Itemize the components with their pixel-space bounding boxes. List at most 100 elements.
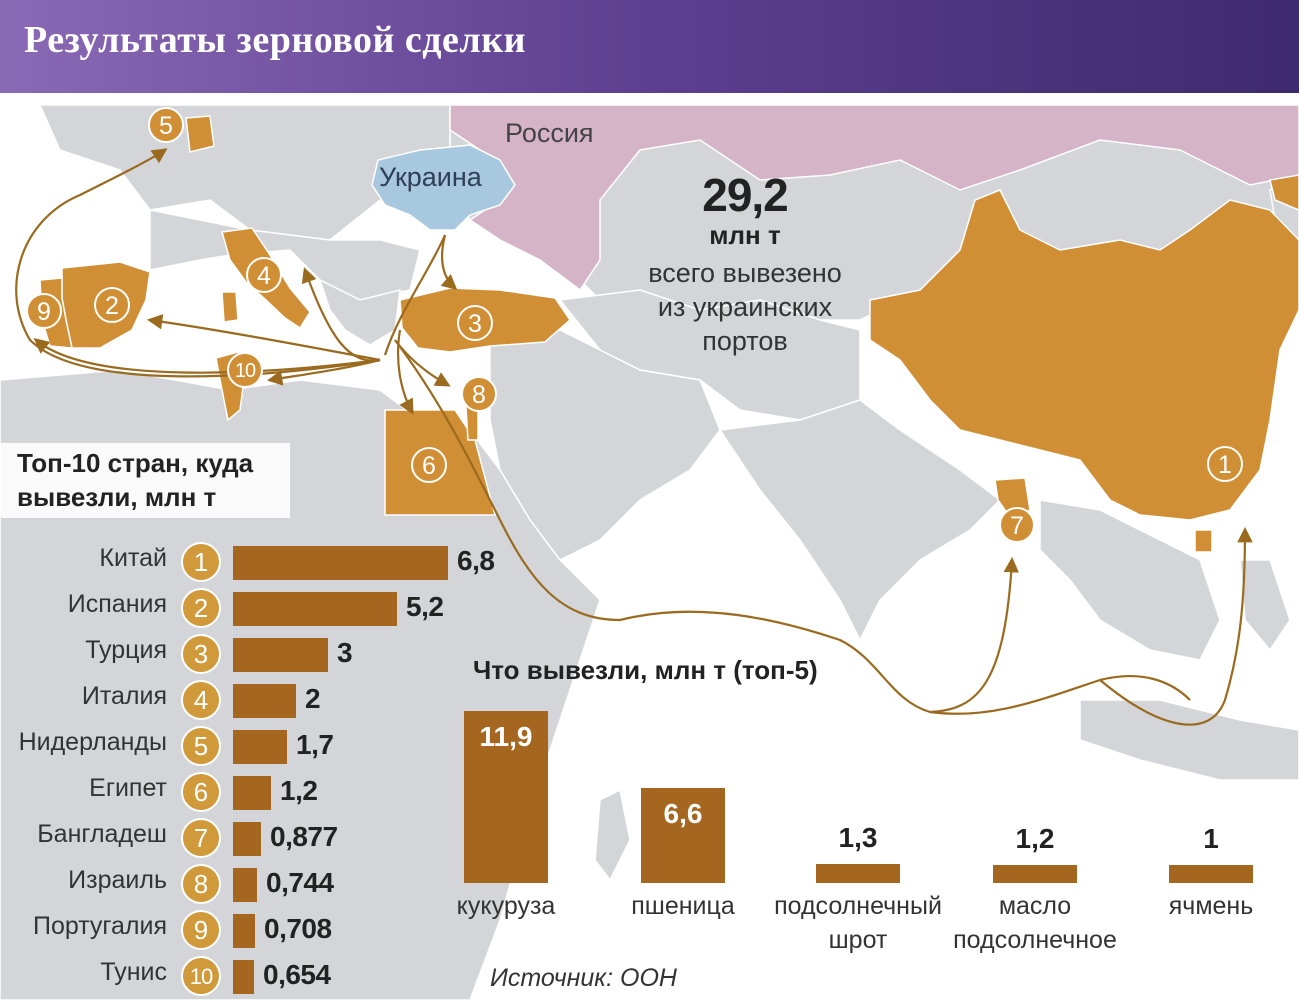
top10-bar [233,868,257,902]
top5-value-label: 1,3 [838,822,878,853]
top10-country-label: Италия [81,682,167,710]
top10-bar [233,592,397,626]
top5-bar [1169,865,1253,883]
top10-country-label: Тунис [100,958,167,986]
top5-value-label: 1,2 [1015,823,1055,854]
top5-bar [993,865,1077,883]
route-bangladesh [929,556,1019,714]
top10-rank-badge: 4 [181,680,221,720]
top10-rank-badge: 1 [181,542,221,582]
route-asia [394,339,1191,715]
top5-bar [464,711,548,883]
top10-bar [233,684,296,718]
country-china [869,189,1299,521]
top10-value-label: 6,8 [457,545,495,576]
country-netherlands [185,115,215,153]
page-title: Результаты зерновой сделки [24,19,526,61]
top5-bar [641,788,725,883]
land-philippines [1239,559,1291,652]
top5-value-label: 6,6 [663,798,703,829]
top5-product-line: шрот [828,926,888,954]
shipping-routes [15,148,1253,726]
route-italy [301,267,381,362]
route-tunisia [266,358,381,386]
top10-value-label: 1,7 [296,729,334,760]
top10-rank-badge: 10 [181,956,221,996]
country-hainan [1194,529,1213,553]
region-ukraine [371,144,516,231]
label-ukraine: Украина [379,162,482,192]
top10-title-line: вывезли, млн т [17,482,217,512]
label-russia: Россия [505,118,594,148]
top5-product-label: пшеница [583,889,783,923]
route-china [1099,526,1253,726]
route-netherlands [15,148,381,378]
top5-product-line: пшеница [631,892,735,920]
total-exported-value: 29,2 [702,169,789,221]
top10-value-label: 3 [337,637,353,668]
top10-country-label: Израиль [68,866,167,894]
top5-product-line: подсолнечный [774,892,942,920]
top10-country-label: Бангладеш [37,820,167,848]
header-banner: Результаты зерновой сделки [0,0,1299,93]
top5-product-line: кукуруза [456,892,556,920]
top10-country-label: Нидерланды [18,728,167,756]
top10-bar [233,638,328,672]
top10-value-label: 0,744 [266,867,334,898]
top10-rank-badge: 3 [181,634,221,674]
route-portugal [33,338,381,374]
source-note: Источник: ООН [490,964,677,992]
land-madagascar [594,788,631,882]
route-spain [146,314,381,362]
route-turkey [440,234,458,291]
top10-rank-badge: 8 [181,864,221,904]
top10-country-label: Испания [67,590,167,618]
map-marker-china: 1 [1207,446,1243,482]
top5-product-line: ячмень [1168,892,1254,920]
route-from-odesa [383,234,447,356]
top10-value-label: 2 [305,683,321,714]
top10-value-label: 0,654 [263,959,331,990]
top10-title-panel [0,443,290,518]
top10-country-label: Турция [85,636,167,664]
map-marker-italy: 4 [246,257,282,293]
top5-bar [816,864,900,883]
land-africa [0,369,601,1000]
top10-country-label: Китай [99,544,167,572]
map-marker-tunisia: 10 [227,352,263,388]
top10-rank-badge: 2 [181,588,221,628]
map-marker-spain: 2 [94,287,130,323]
map-marker-netherlands: 5 [148,107,184,143]
top10-rank-badge: 5 [181,726,221,766]
map-marker-egypt: 6 [411,447,447,483]
country-sardinia [221,291,239,323]
top10-title-line: Топ-10 стран, куда [17,448,254,478]
land-se-asia [1039,499,1221,661]
total-exported-description: всего вывезено из украинских портов [625,256,865,358]
top5-product-label: подсолнечный шрот [758,889,958,957]
land-india [718,399,1002,642]
top5-title: Что вывезли, млн т (топ-5) [473,655,818,685]
top5-product-label: ячмень [1111,889,1299,923]
route-egypt [397,329,414,415]
total-desc-line: из украинских [657,292,833,322]
top10-bar [233,914,255,948]
total-desc-line: портов [702,326,788,356]
top10-bar [233,776,271,810]
top10-bar [233,546,448,580]
region-russia [449,104,1299,292]
top5-product-label: масло подсолнечное [935,889,1135,957]
top10-country-label: Португалия [32,912,167,940]
land-indonesia [1079,699,1299,781]
top5-product-label: кукуруза [406,889,606,923]
land-balkans [318,278,401,346]
top5-product-line: масло [998,892,1072,920]
top5-value-label: 11,9 [479,721,533,752]
top5-value-label: 1 [1203,823,1219,854]
map [0,104,1299,1000]
top10-value-label: 5,2 [406,591,444,622]
country-japan-fragment [1269,174,1299,211]
top10-rank-badge: 6 [181,772,221,812]
map-marker-portugal: 9 [26,293,62,329]
